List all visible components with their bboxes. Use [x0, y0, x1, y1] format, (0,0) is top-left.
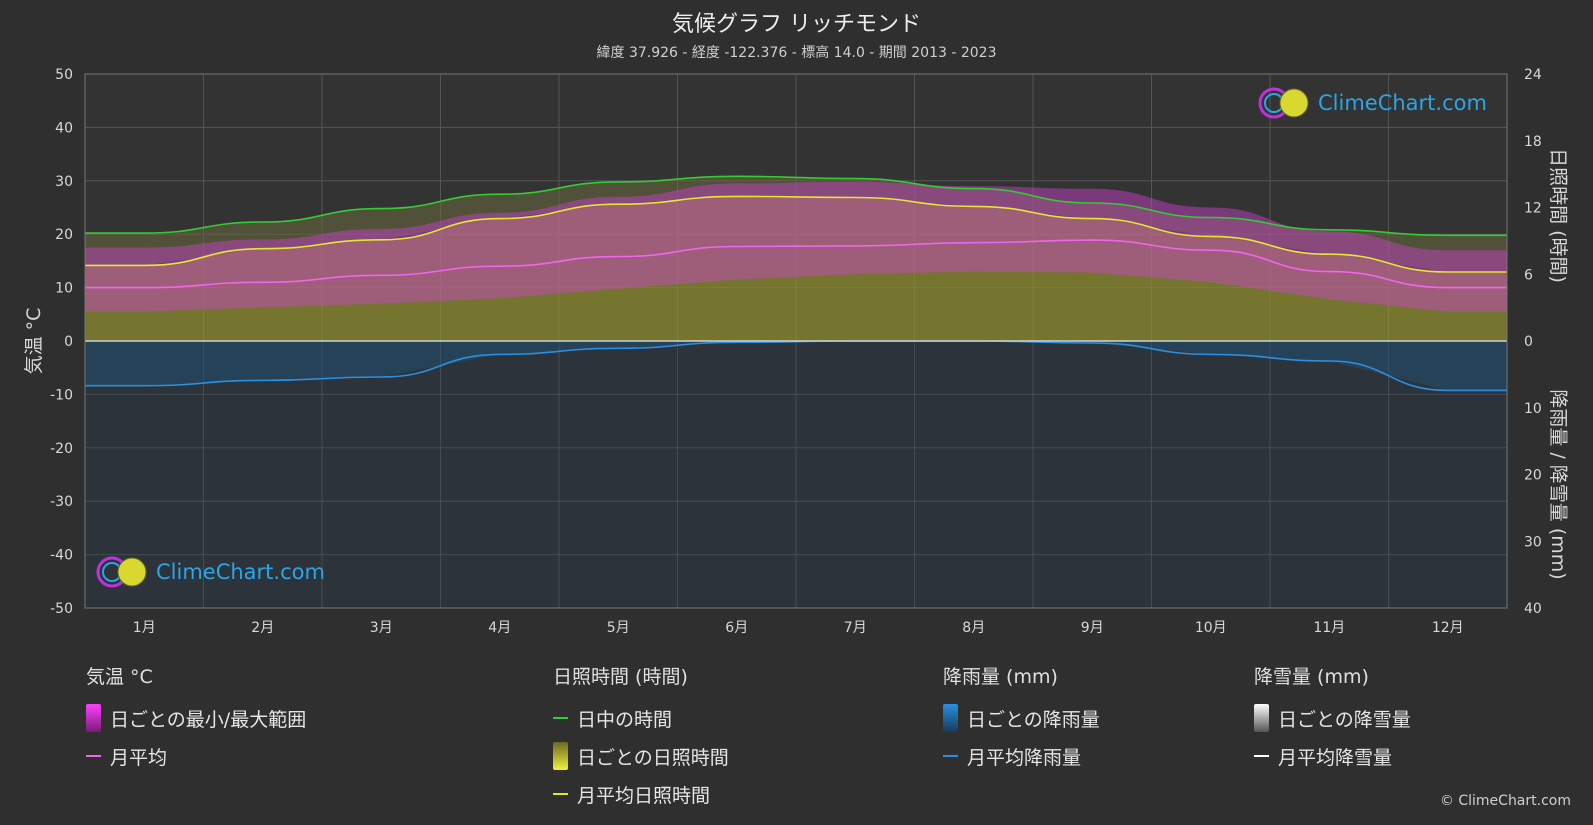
copyright: © ClimeChart.com: [1439, 793, 1571, 809]
legend-item: 月平均日照時間: [553, 775, 729, 813]
legend-rain: 降雨量 (mm) 日ごとの降雨量 月平均降雨量: [943, 662, 1100, 775]
x-tick-label: 3月: [370, 620, 393, 636]
x-tick-label: 12月: [1432, 620, 1464, 636]
y-right-tick-label: 18: [1524, 134, 1542, 150]
x-tick-label: 7月: [844, 620, 867, 636]
legend-label: 日ごとの日照時間: [577, 746, 729, 769]
yellow-line-swatch-icon: [553, 793, 568, 795]
legend-label: 月平均日照時間: [577, 784, 711, 807]
legend-label: 月平均降雨量: [967, 746, 1082, 769]
legend-item: 月平均降雨量: [943, 737, 1100, 775]
yellow-range-swatch-icon: [553, 742, 568, 770]
y-right-tick-label: 12: [1524, 201, 1542, 217]
series-line-daylight: [84, 175, 1507, 237]
y-right-tick-label: 20: [1524, 468, 1542, 484]
x-tick-label: 9月: [1081, 620, 1104, 636]
x-tick-label: 5月: [607, 620, 630, 636]
climechart-logo-icon: [1258, 87, 1309, 119]
logo-top-right[interactable]: ClimeChart.com: [1258, 86, 1487, 120]
legend-label: 日中の時間: [577, 708, 673, 731]
x-tick-label: 4月: [488, 620, 511, 636]
y-right-bottom-axis-title: 降雨量 / 降雪量 (mm): [1547, 389, 1569, 579]
sunshine-area: [85, 196, 1507, 341]
legend-sunshine: 日照時間 (時間) 日中の時間 日ごとの日照時間 月平均日照時間: [553, 662, 729, 813]
legend-item: 日中の時間: [553, 699, 729, 737]
y-left-tick-label: 10: [55, 281, 73, 297]
daylight-band: [85, 176, 1507, 272]
legend-item: 日ごとの降雨量: [943, 699, 1100, 737]
legend-label: 日ごとの降雨量: [967, 708, 1100, 731]
legend-item: 日ごとの降雪量: [1254, 699, 1411, 737]
series-line-temperature: [85, 239, 1507, 289]
y-left-tick-label: 30: [55, 174, 73, 190]
series-line-sunshine: [84, 195, 1507, 273]
blue-range-swatch-icon: [943, 704, 958, 732]
legend-sunshine-header: 日照時間 (時間): [553, 666, 688, 688]
y-left-tick-label: 20: [55, 227, 73, 243]
legend-item: 日ごとの最小/最大範囲: [86, 699, 306, 737]
y-right-tick-label: 0: [1524, 334, 1533, 350]
legend-snow-header: 降雪量 (mm): [1254, 666, 1369, 688]
rain-daily-haze: [85, 341, 1507, 608]
y-left-tick-label: 0: [64, 334, 73, 350]
logo-text: ClimeChart.com: [156, 560, 325, 584]
x-tick-label: 6月: [725, 620, 748, 636]
climate-chart: 50 40 30 20 10 0 -10 -20 -30 -40 -50 24 18 12 6 0 10 20 30…: [23, 67, 1569, 636]
y-left-tick-label: 40: [55, 120, 73, 136]
y-right-tick-label: 24: [1524, 67, 1542, 83]
y-left-tick-label: -50: [50, 601, 73, 617]
y-right-tick-label: 30: [1524, 534, 1542, 550]
legend-snow: 降雪量 (mm) 日ごとの降雪量 月平均降雪量: [1254, 662, 1411, 775]
x-tick-label: 11月: [1313, 620, 1345, 636]
x-tick-label: 1月: [133, 620, 156, 636]
plot-border: [84, 73, 1508, 609]
y-left-tick-label: 50: [55, 67, 73, 83]
y-right-top-axis-title: 日照時間 (時間): [1547, 148, 1569, 283]
white-line-swatch-icon: [1254, 755, 1269, 757]
climechart-logo-icon: [96, 556, 147, 588]
rain-area: [85, 341, 1507, 391]
pink-line-swatch-icon: [86, 755, 101, 757]
magenta-range-swatch-icon: [86, 704, 101, 732]
legend-temperature-header: 気温 °C: [86, 666, 153, 688]
blue-line-swatch-icon: [943, 755, 958, 757]
legend-item: 月平均: [86, 737, 306, 775]
y-left-tick-label: -40: [50, 548, 73, 564]
legend-label: 日ごとの降雪量: [1278, 708, 1411, 731]
y-right-tick-label: 6: [1524, 267, 1533, 283]
logo-bottom-left[interactable]: ClimeChart.com: [96, 555, 325, 589]
x-tick-label: 2月: [251, 620, 274, 636]
legend-label: 月平均降雪量: [1278, 746, 1393, 769]
y-right-tick-label: 40: [1524, 601, 1542, 617]
legend-label: 日ごとの最小/最大範囲: [110, 708, 307, 731]
y-left-tick-label: -30: [50, 494, 73, 510]
x-tick-label: 10月: [1195, 620, 1227, 636]
legend-temperature: 気温 °C 日ごとの最小/最大範囲 月平均: [86, 662, 306, 775]
legend-item: 日ごとの日照時間: [553, 737, 729, 775]
white-range-swatch-icon: [1254, 704, 1269, 732]
logo-text: ClimeChart.com: [1318, 91, 1487, 115]
y-right-tick-label: 10: [1524, 401, 1542, 417]
y-left-axis-title: 気温 °C: [23, 308, 45, 375]
chart-title: 気候グラフ リッチモンド: [672, 12, 921, 37]
legend-item: 月平均降雪量: [1254, 737, 1411, 775]
chart-subtitle: 緯度 37.926 - 経度 -122.376 - 標高 14.0 - 期間 2…: [596, 45, 997, 61]
x-tick-label: 8月: [962, 620, 985, 636]
legend-rain-header: 降雨量 (mm): [943, 666, 1058, 688]
y-left-tick-label: -10: [50, 387, 73, 403]
green-line-swatch-icon: [553, 717, 568, 719]
y-left-tick-label: -20: [50, 441, 73, 457]
legend-label: 月平均: [110, 746, 168, 769]
